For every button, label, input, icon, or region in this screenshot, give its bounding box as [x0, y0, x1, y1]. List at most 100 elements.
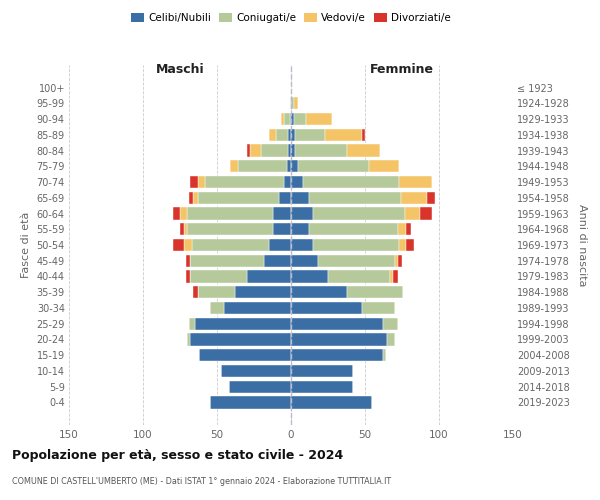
Y-axis label: Anni di nascita: Anni di nascita	[577, 204, 587, 286]
Bar	[205, 176, 284, 188]
Bar	[295, 128, 325, 141]
Bar	[398, 254, 402, 267]
Bar	[309, 192, 401, 204]
Bar	[291, 396, 373, 408]
Bar	[173, 208, 180, 220]
Bar	[383, 349, 386, 362]
Bar	[209, 302, 224, 314]
Bar	[317, 254, 395, 267]
Bar	[399, 176, 431, 188]
Bar	[180, 223, 184, 235]
Bar	[247, 270, 291, 282]
Bar	[395, 254, 398, 267]
Bar	[328, 270, 390, 282]
Bar	[198, 286, 235, 298]
Bar	[224, 302, 291, 314]
Bar	[262, 144, 288, 156]
Bar	[230, 160, 238, 172]
Bar	[427, 192, 434, 204]
Bar	[184, 223, 187, 235]
Bar	[294, 113, 306, 125]
Bar	[370, 160, 399, 172]
Bar	[287, 160, 291, 172]
Bar	[221, 365, 291, 377]
Bar	[291, 318, 383, 330]
Bar	[291, 223, 309, 235]
Bar	[405, 208, 420, 220]
Bar	[393, 270, 398, 282]
Bar	[291, 302, 362, 314]
Bar	[291, 365, 353, 377]
Bar	[306, 113, 332, 125]
Bar	[284, 113, 290, 125]
Bar	[291, 97, 294, 110]
Bar	[309, 223, 398, 235]
Bar	[313, 239, 399, 251]
Bar	[291, 239, 313, 251]
Bar	[238, 160, 287, 172]
Bar	[269, 239, 291, 251]
Bar	[186, 270, 190, 282]
Bar	[291, 270, 328, 282]
Bar	[291, 349, 383, 362]
Bar	[290, 113, 291, 125]
Bar	[347, 286, 403, 298]
Bar	[281, 113, 284, 125]
Bar	[291, 334, 387, 345]
Legend: Celibi/Nubili, Coniugati/e, Vedovi/e, Divorziati/e: Celibi/Nubili, Coniugati/e, Vedovi/e, Di…	[131, 12, 451, 23]
Bar	[187, 334, 190, 345]
Bar	[189, 192, 193, 204]
Bar	[180, 208, 187, 220]
Bar	[398, 223, 406, 235]
Bar	[362, 128, 365, 141]
Bar	[186, 254, 190, 267]
Bar	[173, 239, 184, 251]
Bar	[187, 208, 273, 220]
Bar	[387, 334, 395, 345]
Bar	[190, 254, 265, 267]
Bar	[190, 270, 247, 282]
Bar	[250, 144, 262, 156]
Bar	[195, 318, 291, 330]
Bar	[399, 239, 406, 251]
Bar	[209, 396, 291, 408]
Bar	[279, 192, 291, 204]
Bar	[269, 128, 276, 141]
Bar	[406, 239, 414, 251]
Bar	[198, 176, 205, 188]
Bar	[313, 208, 405, 220]
Bar	[303, 176, 399, 188]
Bar	[325, 128, 362, 141]
Bar	[276, 128, 288, 141]
Bar	[265, 254, 291, 267]
Bar	[192, 239, 269, 251]
Bar	[294, 97, 298, 110]
Bar	[291, 286, 347, 298]
Bar	[273, 223, 291, 235]
Bar	[193, 286, 198, 298]
Bar	[420, 208, 431, 220]
Bar	[199, 349, 291, 362]
Bar	[291, 254, 317, 267]
Bar	[229, 380, 291, 393]
Bar	[291, 144, 295, 156]
Bar	[190, 334, 291, 345]
Bar	[288, 144, 291, 156]
Bar	[291, 176, 303, 188]
Bar	[291, 128, 295, 141]
Text: Maschi: Maschi	[155, 64, 205, 76]
Bar	[187, 223, 273, 235]
Bar	[298, 160, 370, 172]
Bar	[291, 380, 353, 393]
Bar	[406, 223, 411, 235]
Bar	[362, 302, 395, 314]
Bar	[383, 318, 398, 330]
Bar	[291, 82, 292, 94]
Bar	[291, 208, 313, 220]
Bar	[390, 270, 393, 282]
Bar	[193, 192, 198, 204]
Bar	[288, 128, 291, 141]
Y-axis label: Fasce di età: Fasce di età	[21, 212, 31, 278]
Bar	[198, 192, 279, 204]
Bar	[291, 192, 309, 204]
